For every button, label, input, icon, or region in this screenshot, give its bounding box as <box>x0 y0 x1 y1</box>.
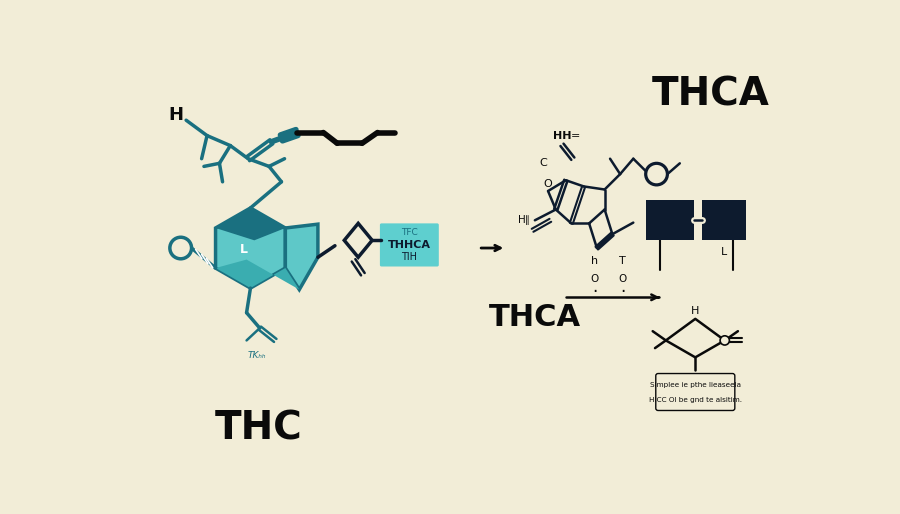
Text: C: C <box>539 158 547 168</box>
FancyBboxPatch shape <box>380 224 439 266</box>
Circle shape <box>170 237 192 259</box>
Bar <box>645 200 694 241</box>
Text: O: O <box>590 274 598 284</box>
Bar <box>701 200 746 241</box>
Text: L: L <box>721 247 727 257</box>
Text: .: . <box>592 278 598 296</box>
FancyBboxPatch shape <box>656 374 734 411</box>
Polygon shape <box>215 208 285 288</box>
Polygon shape <box>285 224 318 289</box>
Text: O: O <box>618 274 626 284</box>
Text: HH: HH <box>553 131 572 141</box>
Text: HICC Ol be gnd te alsitim.: HICC Ol be gnd te alsitim. <box>649 397 742 403</box>
Text: H: H <box>691 306 699 316</box>
Text: L: L <box>240 243 248 256</box>
Text: h: h <box>591 256 599 266</box>
Text: T: T <box>619 256 625 266</box>
Text: H: H <box>518 215 526 225</box>
Text: TKₕₕ: TKₕₕ <box>248 352 266 360</box>
Text: O: O <box>544 179 553 189</box>
Text: THCA: THCA <box>652 75 770 113</box>
Polygon shape <box>215 208 285 241</box>
Polygon shape <box>345 224 373 258</box>
Text: TFC: TFC <box>401 228 418 237</box>
Circle shape <box>720 336 729 345</box>
Text: Simplee ie pthe lieaseela: Simplee ie pthe lieaseela <box>650 382 741 388</box>
Text: =: = <box>571 131 580 141</box>
Text: THCA: THCA <box>489 303 580 332</box>
Text: .: . <box>620 278 625 296</box>
Circle shape <box>645 163 668 185</box>
Text: TlH: TlH <box>401 252 418 262</box>
Text: H: H <box>168 106 184 124</box>
Polygon shape <box>215 260 300 289</box>
Text: THHCA: THHCA <box>388 240 431 250</box>
Text: THC: THC <box>214 409 302 447</box>
Text: ∥: ∥ <box>525 215 529 225</box>
